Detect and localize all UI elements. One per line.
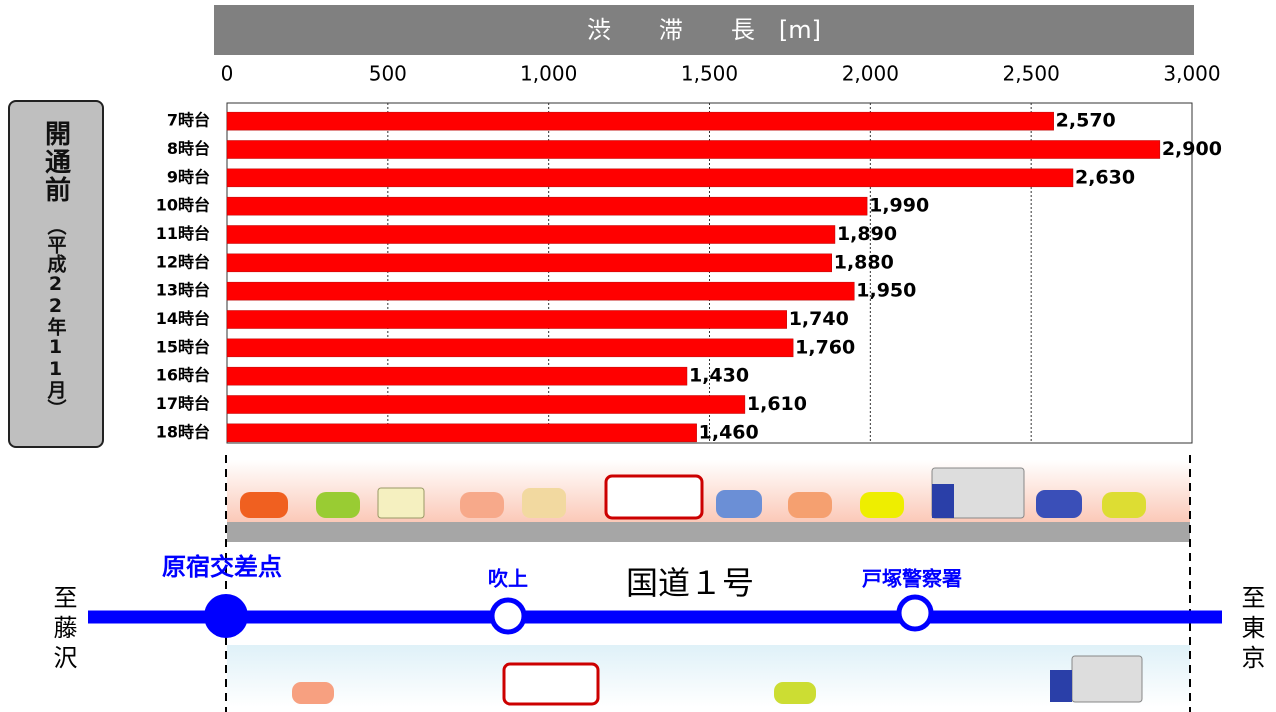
direction-label: 至藤沢 <box>49 585 77 675</box>
y-tick-label: 17時台 <box>156 394 210 413</box>
stop-node <box>896 594 934 632</box>
bar <box>226 395 746 414</box>
bar <box>226 168 1074 188</box>
bar <box>226 225 836 244</box>
sky <box>227 645 1190 707</box>
y-tick-label: 8時台 <box>167 139 210 158</box>
y-tick-label: 15時台 <box>156 337 210 356</box>
y-tick-label: 14時台 <box>156 309 210 328</box>
value-label: 2,900 <box>1162 138 1222 160</box>
bar <box>226 281 855 301</box>
value-label: 1,990 <box>869 195 929 217</box>
map-label: 戸塚警察署 <box>862 567 962 591</box>
intersection-node <box>204 594 248 638</box>
stop-node <box>489 597 527 635</box>
x-tick-label: 2,000 <box>842 62 899 86</box>
y-tick-label: 12時台 <box>156 252 210 271</box>
x-tick-label: 1,500 <box>681 62 738 86</box>
bar <box>226 140 1161 159</box>
y-tick-label: 16時台 <box>156 366 210 385</box>
x-tick-label: 2,500 <box>1003 62 1060 86</box>
bar <box>226 253 832 273</box>
value-label: 1,740 <box>789 308 849 330</box>
panel-title: 開通前 <box>40 120 71 204</box>
value-label: 2,570 <box>1056 110 1116 132</box>
bar <box>226 310 787 329</box>
value-label: 1,950 <box>856 280 916 302</box>
y-tick-label: 7時台 <box>167 111 210 130</box>
bar <box>226 196 868 216</box>
y-tick-label: 13時台 <box>156 281 210 300</box>
road-name: 国道１号 <box>626 564 754 602</box>
value-label: 1,610 <box>747 393 807 415</box>
map-label: 吹上 <box>488 567 528 591</box>
y-tick-label: 11時台 <box>156 224 210 243</box>
x-tick-label: 500 <box>369 62 407 86</box>
bar <box>226 338 794 358</box>
map-label: 原宿交差点 <box>162 553 282 581</box>
y-tick-label: 10時台 <box>156 196 210 215</box>
value-label: 1,890 <box>837 223 897 245</box>
vehicles <box>240 467 1146 706</box>
value-label: 2,630 <box>1075 166 1135 188</box>
bar <box>226 366 688 386</box>
road <box>227 522 1190 542</box>
x-tick-label: 0 <box>221 62 234 86</box>
bar <box>226 111 1054 131</box>
direction-label: 至東京 <box>1237 585 1265 675</box>
value-label: 1,460 <box>699 421 759 443</box>
y-tick-label: 18時台 <box>156 422 210 441</box>
value-label: 1,760 <box>795 336 855 358</box>
period-panel: 開通前 （平成22年11月） <box>8 100 104 448</box>
x-tick-label: 1,000 <box>520 62 577 86</box>
y-tick-label: 9時台 <box>167 167 210 186</box>
axis-header <box>214 5 1194 55</box>
value-label: 1,880 <box>834 251 894 273</box>
bar <box>226 423 697 443</box>
panel-period: （平成22年11月） <box>44 216 67 418</box>
x-tick-label: 3,000 <box>1163 62 1220 86</box>
axis-label: 渋 滞 長 [m] <box>587 16 821 44</box>
value-label: 1,430 <box>689 365 749 387</box>
